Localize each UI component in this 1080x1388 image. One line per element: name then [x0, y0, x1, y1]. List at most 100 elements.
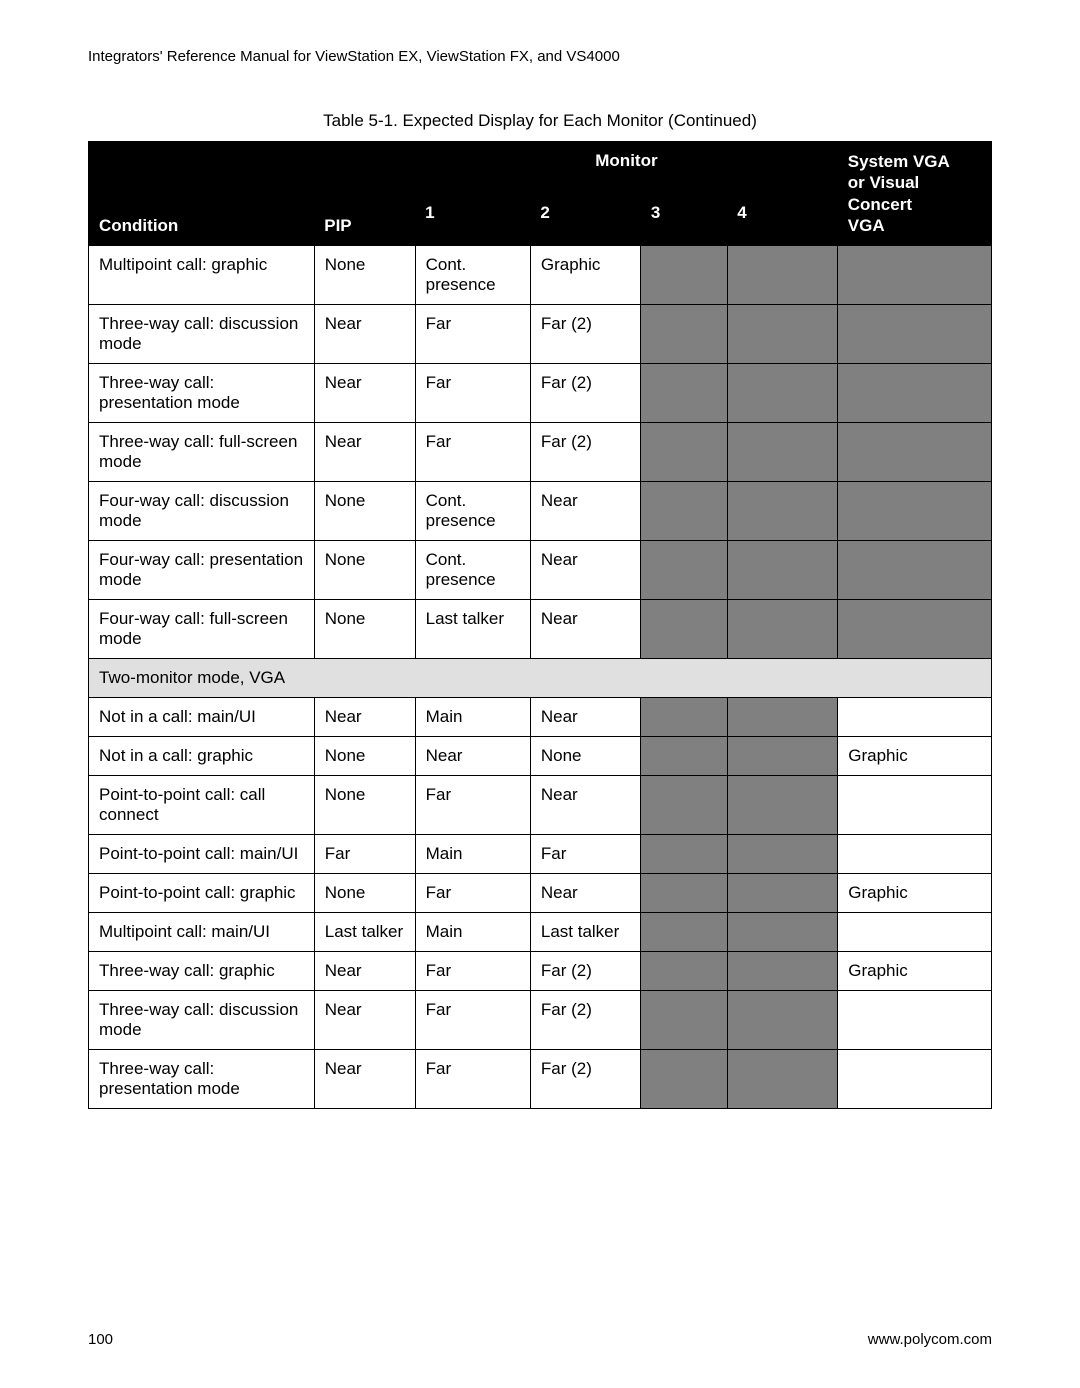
col-pip: PIP [314, 142, 415, 246]
table-cell: Four-way call: full-screen mode [89, 600, 315, 659]
table-cell: Near [314, 991, 415, 1050]
table-row: Three-way call: discussion modeNearFarFa… [89, 305, 992, 364]
table-row: Point-to-point call: call connectNoneFar… [89, 776, 992, 835]
table-cell [641, 835, 727, 874]
table-cell [727, 600, 837, 659]
table-row: Four-way call: discussion modeNoneCont. … [89, 482, 992, 541]
table-row: Three-way call: presentation modeNearFar… [89, 1050, 992, 1109]
table-cell [727, 776, 837, 835]
table-cell [641, 952, 727, 991]
table-cell [727, 1050, 837, 1109]
col-m3: 3 [641, 194, 727, 246]
table-cell: Near [530, 776, 640, 835]
table-cell: None [314, 737, 415, 776]
table-row: Not in a call: graphicNoneNearNoneGraphi… [89, 737, 992, 776]
table-row: Three-way call: full-screen modeNearFarF… [89, 423, 992, 482]
table-cell: Cont. presence [415, 246, 530, 305]
table-cell [641, 737, 727, 776]
table-cell: Near [530, 698, 640, 737]
table-cell [727, 364, 837, 423]
table-cell [838, 913, 992, 952]
table-cell: Graphic [838, 952, 992, 991]
table-cell [838, 698, 992, 737]
table-cell: Far [415, 776, 530, 835]
section-label: Two-monitor mode, VGA [89, 659, 992, 698]
table-cell: Point-to-point call: main/UI [89, 835, 315, 874]
footer-site: www.polycom.com [868, 1331, 992, 1348]
table-cell [727, 991, 837, 1050]
table-cell: Near [530, 600, 640, 659]
table-cell: Main [415, 698, 530, 737]
col-m2: 2 [530, 194, 640, 246]
table-cell: Four-way call: presentation mode [89, 541, 315, 600]
table-cell: Point-to-point call: graphic [89, 874, 315, 913]
table-cell [838, 482, 992, 541]
table-cell [838, 1050, 992, 1109]
table-cell: Cont. presence [415, 541, 530, 600]
table-row: Four-way call: presentation modeNoneCont… [89, 541, 992, 600]
table-cell: Far [415, 423, 530, 482]
table-cell: Near [314, 305, 415, 364]
page-footer: 100 www.polycom.com [88, 1331, 992, 1348]
table-cell: Near [314, 364, 415, 423]
sysvga-line4: VGA [848, 216, 885, 235]
table-cell: Not in a call: graphic [89, 737, 315, 776]
table-row: Three-way call: discussion modeNearFarFa… [89, 991, 992, 1050]
table-cell: Graphic [530, 246, 640, 305]
table-cell: None [314, 600, 415, 659]
table-row: Multipoint call: main/UILast talkerMainL… [89, 913, 992, 952]
table-cell [641, 246, 727, 305]
table-cell [641, 541, 727, 600]
table-cell: Far [415, 1050, 530, 1109]
table-cell: Far (2) [530, 952, 640, 991]
table-cell [838, 423, 992, 482]
table-cell [727, 541, 837, 600]
table-cell: Far [530, 835, 640, 874]
table-cell [838, 364, 992, 423]
table-cell [727, 737, 837, 776]
table-row: Multipoint call: graphicNoneCont. presen… [89, 246, 992, 305]
table-cell [641, 482, 727, 541]
section-row: Two-monitor mode, VGA [89, 659, 992, 698]
table-cell: None [314, 541, 415, 600]
table-cell [641, 913, 727, 952]
col-condition: Condition [89, 142, 315, 246]
col-sysvga: System VGA or Visual Concert VGA [838, 142, 992, 246]
table-caption: Table 5-1. Expected Display for Each Mon… [88, 111, 992, 131]
table-cell: Three-way call: graphic [89, 952, 315, 991]
table-cell: Far [415, 874, 530, 913]
table-cell [641, 423, 727, 482]
table-cell: Multipoint call: main/UI [89, 913, 315, 952]
table-cell: Four-way call: discussion mode [89, 482, 315, 541]
table-cell: Main [415, 913, 530, 952]
table-cell: Not in a call: main/UI [89, 698, 315, 737]
table-cell [727, 423, 837, 482]
table-cell: None [530, 737, 640, 776]
table-cell: Three-way call: presentation mode [89, 1050, 315, 1109]
table-cell [727, 305, 837, 364]
table-body: Multipoint call: graphicNoneCont. presen… [89, 246, 992, 1109]
table-cell: None [314, 874, 415, 913]
table-cell [641, 991, 727, 1050]
sysvga-line1: System VGA [848, 152, 950, 171]
table-cell: Graphic [838, 874, 992, 913]
table-cell [641, 1050, 727, 1109]
table-row: Point-to-point call: graphicNoneFarNearG… [89, 874, 992, 913]
table-cell [727, 952, 837, 991]
table-cell: Last talker [530, 913, 640, 952]
table-cell: Graphic [838, 737, 992, 776]
table-cell [838, 600, 992, 659]
sysvga-line2: or Visual [848, 173, 920, 192]
table-cell [838, 541, 992, 600]
table-cell [727, 874, 837, 913]
table-cell: Near [314, 423, 415, 482]
table-row: Three-way call: presentation modeNearFar… [89, 364, 992, 423]
table-cell [727, 482, 837, 541]
document-page: Integrators' Reference Manual for ViewSt… [0, 0, 1080, 1388]
table-cell [838, 835, 992, 874]
table-cell: Far (2) [530, 1050, 640, 1109]
table-cell: Far (2) [530, 423, 640, 482]
table-cell: Far (2) [530, 305, 640, 364]
table-cell: None [314, 246, 415, 305]
table-cell: Near [415, 737, 530, 776]
